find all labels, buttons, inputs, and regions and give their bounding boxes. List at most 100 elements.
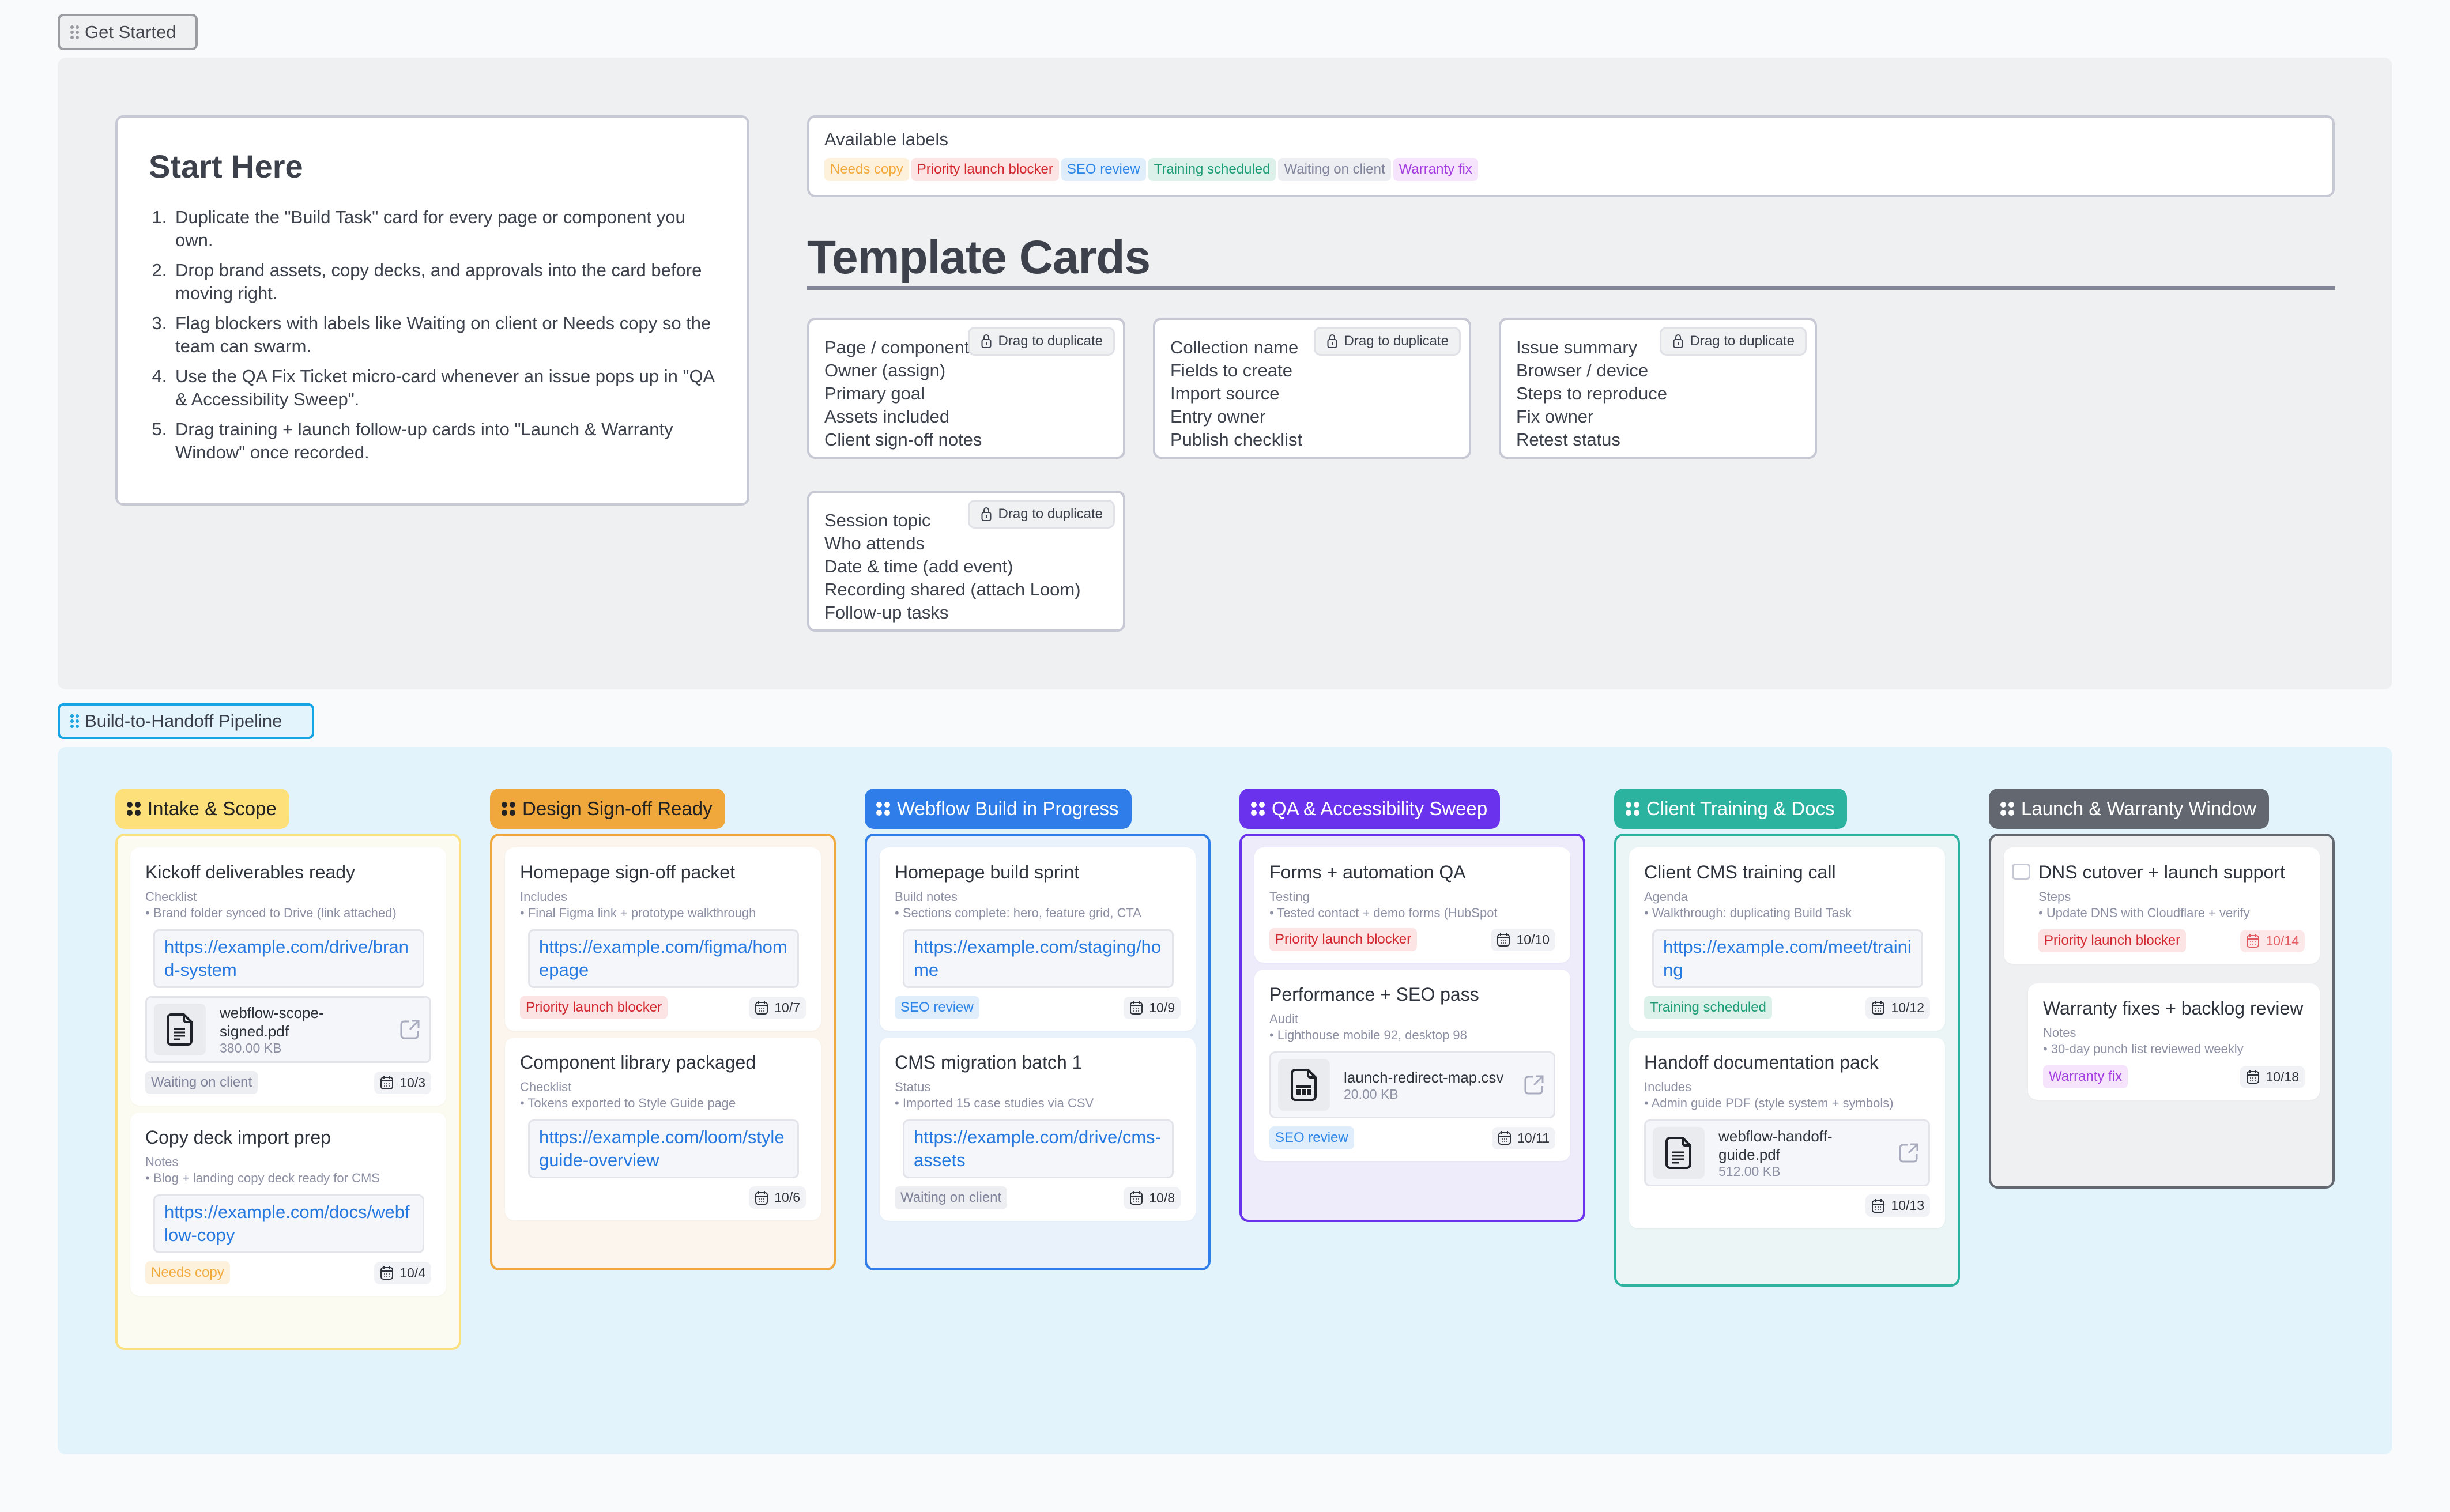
frame-tab-pipeline[interactable]: Build-to-Handoff Pipeline bbox=[58, 703, 314, 739]
task-section-label: Status bbox=[895, 1080, 931, 1094]
task-label[interactable]: SEO review bbox=[1269, 1126, 1354, 1149]
label-chip-seo-review[interactable]: SEO review bbox=[1061, 158, 1146, 181]
drag-dots-icon[interactable] bbox=[502, 802, 515, 816]
drag-handle-icon[interactable] bbox=[70, 714, 79, 728]
step-item: Drop brand assets, copy decks, and appro… bbox=[172, 259, 718, 305]
spreadsheet-icon bbox=[1291, 1069, 1317, 1101]
template-field: Browser / device bbox=[1516, 360, 1649, 380]
column-header-intake-scope[interactable]: Intake & Scope bbox=[115, 789, 289, 829]
column-title: Client Training & Docs bbox=[1646, 798, 1835, 819]
drag-to-duplicate-button[interactable]: Drag to duplicate bbox=[1313, 327, 1461, 356]
due-date-text: 10/18 bbox=[2266, 1069, 2299, 1084]
task-label[interactable]: Waiting on client bbox=[145, 1071, 258, 1094]
link-preview[interactable]: https://example.com/docs/webflow-copy bbox=[153, 1194, 424, 1253]
label-chip-warranty-fix[interactable]: Warranty fix bbox=[1393, 158, 1478, 181]
file-attachment[interactable]: webflow-scope-signed.pdf 380.00 KB bbox=[145, 996, 431, 1063]
task-label[interactable]: Priority launch blocker bbox=[2038, 929, 2187, 952]
task-label[interactable]: Priority launch blocker bbox=[1269, 928, 1418, 951]
drag-to-duplicate-button[interactable]: Drag to duplicate bbox=[967, 327, 1115, 356]
drag-dots-icon[interactable] bbox=[1251, 802, 1265, 816]
task-card[interactable]: CMS migration batch 1 Status • Imported … bbox=[880, 1038, 1196, 1221]
due-date[interactable]: 10/4 bbox=[374, 1261, 431, 1284]
link-preview[interactable]: https://example.com/drive/brand-system bbox=[153, 929, 424, 988]
drag-dots-icon[interactable] bbox=[127, 802, 141, 816]
task-card[interactable]: Handoff documentation pack Includes • Ad… bbox=[1629, 1038, 1945, 1228]
task-label[interactable]: SEO review bbox=[895, 996, 979, 1019]
template-card-cms-collection[interactable]: Collection name Fields to create Import … bbox=[1153, 318, 1471, 459]
task-card[interactable]: Homepage sign-off packet Includes • Fina… bbox=[505, 847, 821, 1031]
link-preview[interactable]: https://example.com/figma/homepage bbox=[528, 929, 799, 988]
labels-list: Needs copy Priority launch blocker SEO r… bbox=[824, 158, 2317, 181]
frame-tab-get-started[interactable]: Get Started bbox=[58, 14, 198, 50]
link-preview[interactable]: https://example.com/drive/cms-assets bbox=[903, 1119, 1174, 1178]
drag-handle-icon[interactable] bbox=[70, 25, 79, 39]
column-header-qa-accessibility[interactable]: QA & Accessibility Sweep bbox=[1239, 789, 1501, 829]
task-card[interactable]: Copy deck import prep Notes • Blog + lan… bbox=[130, 1113, 446, 1296]
task-card[interactable]: Homepage build sprint Build notes • Sect… bbox=[880, 847, 1196, 1031]
task-card[interactable]: Component library packaged Checklist • T… bbox=[505, 1038, 821, 1220]
file-attachment[interactable]: launch-redirect-map.csv 20.00 KB bbox=[1269, 1051, 1555, 1118]
due-date[interactable]: 10/6 bbox=[749, 1186, 806, 1209]
task-bullet: • Walkthrough: duplicating Build Task bbox=[1644, 906, 1852, 920]
task-card[interactable]: Performance + SEO pass Audit • Lighthous… bbox=[1254, 970, 1570, 1161]
drag-dots-icon[interactable] bbox=[1626, 802, 1639, 816]
link-preview[interactable]: https://example.com/meet/training bbox=[1652, 929, 1923, 988]
due-date-overdue[interactable]: 10/14 bbox=[2240, 929, 2305, 952]
task-title: Performance + SEO pass bbox=[1269, 984, 1479, 1005]
open-external-icon[interactable] bbox=[1898, 1143, 1919, 1163]
due-date[interactable]: 10/7 bbox=[749, 996, 806, 1019]
label-chip-needs-copy[interactable]: Needs copy bbox=[824, 158, 909, 181]
task-card[interactable]: DNS cutover + launch support Steps • Upd… bbox=[2004, 847, 2320, 964]
due-date[interactable]: 10/13 bbox=[1865, 1194, 1930, 1217]
template-field: Issue summary bbox=[1516, 337, 1638, 357]
due-date[interactable]: 10/11 bbox=[1492, 1126, 1555, 1149]
template-card-build-task[interactable]: Page / component Owner (assign) Primary … bbox=[807, 318, 1125, 459]
template-card-training-session[interactable]: Session topic Who attends Date & time (a… bbox=[807, 491, 1125, 632]
open-external-icon[interactable] bbox=[399, 1019, 420, 1040]
open-external-icon[interactable] bbox=[1524, 1074, 1544, 1095]
due-date-text: 10/14 bbox=[2266, 933, 2299, 948]
drag-to-duplicate-button[interactable]: Drag to duplicate bbox=[967, 500, 1115, 529]
drag-dots-icon[interactable] bbox=[876, 802, 890, 816]
link-preview[interactable]: https://example.com/staging/home bbox=[903, 929, 1174, 988]
label-chip-priority-launch-blocker[interactable]: Priority launch blocker bbox=[911, 158, 1059, 181]
due-date[interactable]: 10/18 bbox=[2240, 1065, 2305, 1088]
column-header-launch-warranty[interactable]: Launch & Warranty Window bbox=[1989, 789, 2269, 829]
task-bullet: • 30-day punch list reviewed weekly bbox=[2043, 1042, 2244, 1056]
template-field: Assets included bbox=[824, 406, 950, 427]
task-label[interactable]: Warranty fix bbox=[2043, 1065, 2128, 1088]
task-card[interactable]: Client CMS training call Agenda • Walkth… bbox=[1629, 847, 1945, 1031]
due-date[interactable]: 10/9 bbox=[1124, 996, 1181, 1019]
task-bullet: • Tested contact + demo forms (HubSpot bbox=[1269, 906, 1498, 920]
task-card[interactable]: Kickoff deliverables ready Checklist • B… bbox=[130, 847, 446, 1106]
due-date-text: 10/9 bbox=[1149, 1000, 1175, 1015]
task-label[interactable]: Training scheduled bbox=[1644, 996, 1772, 1019]
drag-to-duplicate-button[interactable]: Drag to duplicate bbox=[1659, 327, 1807, 356]
due-date[interactable]: 10/3 bbox=[374, 1071, 431, 1094]
column-design-signoff: Homepage sign-off packet Includes • Fina… bbox=[490, 834, 836, 1270]
template-field: Session topic bbox=[824, 510, 931, 530]
task-card[interactable]: Warranty fixes + backlog review Notes • … bbox=[2028, 983, 2320, 1100]
task-section-label: Checklist bbox=[145, 889, 197, 904]
column-header-webflow-build[interactable]: Webflow Build in Progress bbox=[865, 789, 1132, 829]
task-section-label: Agenda bbox=[1644, 889, 1688, 904]
due-date[interactable]: 10/12 bbox=[1865, 996, 1930, 1019]
label-chip-training-scheduled[interactable]: Training scheduled bbox=[1148, 158, 1276, 181]
due-date[interactable]: 10/8 bbox=[1124, 1186, 1181, 1209]
column-header-design-signoff[interactable]: Design Sign-off Ready bbox=[490, 789, 725, 829]
available-labels-card[interactable]: Available labels Needs copy Priority lau… bbox=[807, 115, 2335, 197]
drag-dots-icon[interactable] bbox=[2000, 802, 2014, 816]
label-chip-waiting-on-client[interactable]: Waiting on client bbox=[1278, 158, 1391, 181]
task-label[interactable]: Priority launch blocker bbox=[520, 996, 668, 1019]
task-label[interactable]: Waiting on client bbox=[895, 1186, 1008, 1209]
link-preview[interactable]: https://example.com/loom/styleguide-over… bbox=[528, 1119, 799, 1178]
task-card[interactable]: Forms + automation QA Testing • Tested c… bbox=[1254, 847, 1570, 963]
template-card-qa-fix-ticket[interactable]: Issue summary Browser / device Steps to … bbox=[1499, 318, 1817, 459]
column-header-client-training[interactable]: Client Training & Docs bbox=[1614, 789, 1848, 829]
due-date[interactable]: 10/10 bbox=[1491, 928, 1555, 951]
start-here-card[interactable]: Start Here Duplicate the "Build Task" ca… bbox=[115, 115, 749, 506]
task-label[interactable]: Needs copy bbox=[145, 1261, 230, 1284]
column-webflow-build: Homepage build sprint Build notes • Sect… bbox=[865, 834, 1211, 1270]
task-checkbox[interactable] bbox=[2012, 864, 2030, 880]
file-attachment[interactable]: webflow-handoff-guide.pdf 512.00 KB bbox=[1644, 1119, 1930, 1186]
